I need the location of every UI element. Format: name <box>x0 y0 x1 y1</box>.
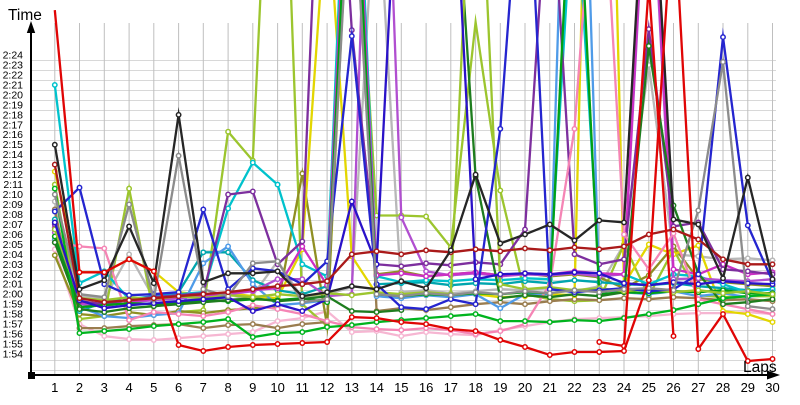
svg-text:2:14: 2:14 <box>3 149 24 161</box>
svg-text:1:54: 1:54 <box>3 349 24 361</box>
svg-text:28: 28 <box>716 380 730 395</box>
svg-text:8: 8 <box>224 380 231 395</box>
svg-text:2:20: 2:20 <box>3 89 24 101</box>
svg-text:Time: Time <box>8 7 42 24</box>
svg-text:1:58: 1:58 <box>3 309 24 321</box>
svg-text:4: 4 <box>125 380 132 395</box>
svg-text:20: 20 <box>518 380 532 395</box>
svg-text:27: 27 <box>691 380 705 395</box>
svg-text:19: 19 <box>493 380 507 395</box>
svg-text:21: 21 <box>543 380 557 395</box>
svg-text:2:10: 2:10 <box>3 189 24 201</box>
svg-text:2:07: 2:07 <box>3 219 24 231</box>
svg-text:2:17: 2:17 <box>3 119 24 131</box>
svg-text:11: 11 <box>296 380 310 395</box>
svg-text:25: 25 <box>642 380 656 395</box>
svg-text:1:56: 1:56 <box>3 329 24 341</box>
svg-text:2:00: 2:00 <box>3 289 24 301</box>
svg-text:2:08: 2:08 <box>3 209 24 221</box>
svg-text:2:02: 2:02 <box>3 269 24 281</box>
svg-text:Laps: Laps <box>743 359 777 376</box>
svg-text:9: 9 <box>249 380 256 395</box>
svg-text:3: 3 <box>101 380 108 395</box>
svg-text:2:11: 2:11 <box>3 179 23 191</box>
svg-text:2:18: 2:18 <box>3 109 24 121</box>
svg-text:24: 24 <box>617 380 631 395</box>
svg-text:18: 18 <box>468 380 482 395</box>
svg-text:1: 1 <box>51 380 58 395</box>
svg-text:2: 2 <box>76 380 83 395</box>
svg-text:2:09: 2:09 <box>3 199 24 211</box>
svg-text:30: 30 <box>765 380 779 395</box>
svg-text:2:16: 2:16 <box>3 129 24 141</box>
svg-text:12: 12 <box>320 380 334 395</box>
svg-text:10: 10 <box>270 380 284 395</box>
svg-text:17: 17 <box>444 380 458 395</box>
svg-text:2:04: 2:04 <box>3 249 24 261</box>
svg-text:16: 16 <box>419 380 433 395</box>
svg-text:14: 14 <box>369 380 383 395</box>
svg-text:2:06: 2:06 <box>3 229 24 241</box>
svg-text:13: 13 <box>345 380 359 395</box>
svg-text:2:24: 2:24 <box>3 50 24 62</box>
svg-text:22: 22 <box>567 380 581 395</box>
svg-text:2:13: 2:13 <box>3 159 24 171</box>
svg-text:2:22: 2:22 <box>3 69 24 81</box>
svg-text:2:03: 2:03 <box>3 259 24 271</box>
svg-text:29: 29 <box>741 380 755 395</box>
svg-text:2:23: 2:23 <box>3 60 24 72</box>
svg-text:5: 5 <box>150 380 157 395</box>
svg-text:1:55: 1:55 <box>3 339 24 351</box>
svg-text:15: 15 <box>394 380 408 395</box>
svg-text:2:12: 2:12 <box>3 169 24 181</box>
svg-text:26: 26 <box>666 380 680 395</box>
svg-text:6: 6 <box>175 380 182 395</box>
svg-text:2:15: 2:15 <box>3 139 24 151</box>
svg-text:2:21: 2:21 <box>3 79 24 91</box>
svg-text:23: 23 <box>592 380 606 395</box>
svg-text:2:01: 2:01 <box>3 279 24 291</box>
svg-text:1:57: 1:57 <box>3 319 24 331</box>
svg-text:2:19: 2:19 <box>3 99 24 111</box>
svg-text:2:05: 2:05 <box>3 239 24 251</box>
svg-text:7: 7 <box>200 380 207 395</box>
svg-text:1:59: 1:59 <box>3 299 24 311</box>
